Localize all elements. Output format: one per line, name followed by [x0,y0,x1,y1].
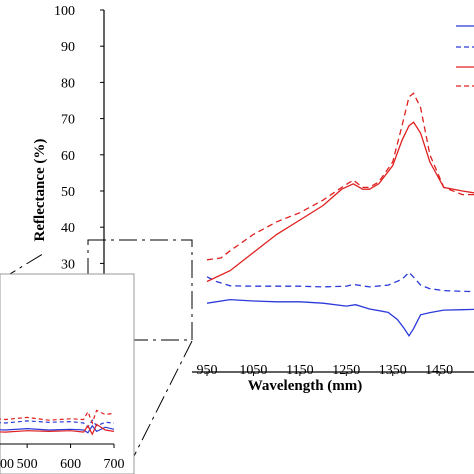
y-tick-label: 50 [61,185,75,200]
x-tick-label: 1250 [332,363,360,378]
inset-x-tick-label: 00 [0,457,14,472]
x-tick-label: 1150 [286,363,313,378]
y-tick-labels: 30 40 50 60 70 80 90 100 [54,4,104,272]
x-tick-labels: 950 1050 1150 1250 1350 1450 [197,363,454,378]
inset-series-line-1 [0,424,115,434]
x-axis-title: Wavelength (mm) [248,378,363,394]
inset-series-line-2 [0,419,115,429]
y-tick-label: 70 [61,113,75,128]
inset-series-line-3 [0,423,115,436]
inset-x-tick-labels: 00 500 600 700 [0,444,125,472]
zoom-connector-bottom [124,340,193,474]
inset-x-tick-label: 500 [17,457,38,472]
x-tick-label: 1050 [239,363,267,378]
y-tick-label: 100 [54,4,75,19]
y-tick-label: 90 [61,40,75,55]
inset-x-tick-label: 700 [104,457,125,472]
inset-series-line-4 [0,409,115,425]
y-tick-label: 40 [61,221,75,236]
y-axis-title: Reflectance (%) [32,139,48,242]
y-tick-label: 80 [61,76,75,91]
inset-plot-area [0,409,115,436]
main-series-line-2 [206,271,474,293]
main-series-line-4 [206,92,474,261]
x-tick-label: 1450 [425,363,453,378]
inset-x-tick-label: 600 [60,457,81,472]
main-series-line-1 [206,298,474,337]
x-tick-label: 1350 [379,363,407,378]
x-tick-label: 950 [197,363,218,378]
inset-panel [0,273,135,474]
main-plot-area [206,25,474,337]
y-tick-label: 30 [61,257,75,272]
main-series-line-3 [206,121,474,283]
y-tick-label: 60 [61,149,75,164]
